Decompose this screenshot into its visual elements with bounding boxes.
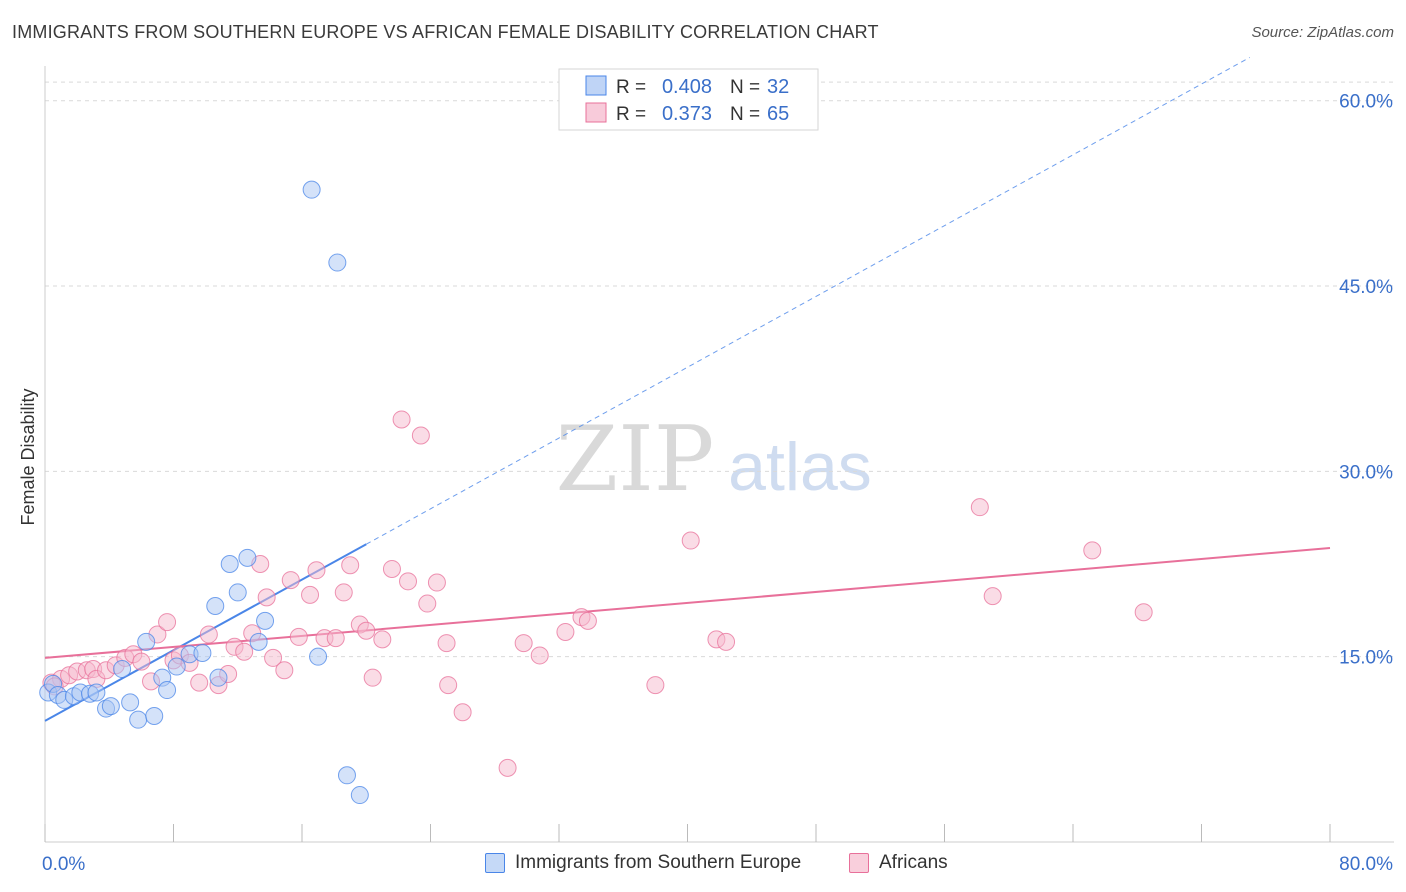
- legend-item-africans[interactable]: Africans: [849, 852, 948, 874]
- axes: 15.0% 30.0% 45.0% 60.0%: [44, 66, 1394, 843]
- point-southern-europe: [256, 611, 275, 630]
- point-africans: [556, 622, 575, 641]
- point-africans: [334, 583, 353, 602]
- legend-swatch-africans: [849, 853, 869, 873]
- legend-r-label-2: R =: [616, 104, 646, 125]
- point-southern-europe: [350, 786, 369, 805]
- point-southern-europe: [220, 555, 239, 574]
- point-southern-europe: [137, 632, 156, 651]
- y-axis-label: Female Disability: [18, 388, 38, 525]
- legend-r-value-2: 0.373: [662, 103, 712, 125]
- point-southern-europe: [121, 693, 140, 712]
- legend-r-value-1: 0.408: [662, 76, 712, 98]
- point-africans: [1083, 541, 1102, 560]
- source-credit: Source: ZipAtlas.com: [1251, 24, 1394, 41]
- point-southern-europe: [158, 681, 177, 700]
- x-tick-label-max: 80.0%: [1339, 854, 1393, 875]
- point-africans: [530, 646, 549, 665]
- point-southern-europe: [309, 647, 328, 666]
- point-africans: [357, 621, 376, 640]
- point-africans: [578, 611, 597, 630]
- point-africans: [392, 410, 411, 429]
- legend-label-africans: Africans: [879, 852, 948, 873]
- point-africans: [970, 498, 989, 517]
- trend-lines: [44, 57, 1331, 722]
- point-africans: [418, 594, 437, 613]
- point-africans: [235, 642, 254, 661]
- point-southern-europe: [167, 657, 186, 676]
- point-africans: [717, 632, 736, 651]
- point-africans: [307, 561, 326, 580]
- x-tick-label-min: 0.0%: [42, 854, 85, 875]
- point-africans: [439, 676, 458, 695]
- point-southern-europe: [87, 683, 106, 702]
- legend-item-southern-europe[interactable]: Immigrants from Southern Europe: [485, 852, 801, 874]
- correlation-legend: R = 0.408 N = 32 R = 0.373 N = 65: [558, 68, 819, 131]
- legend-r-label-1: R =: [616, 77, 646, 98]
- point-africans: [199, 625, 218, 644]
- y-tick-label: 45.0%: [1339, 277, 1393, 298]
- point-southern-europe: [129, 710, 148, 729]
- point-southern-europe: [328, 253, 347, 272]
- point-africans: [983, 587, 1002, 606]
- point-africans: [132, 652, 151, 671]
- trend-line-southern-europe-extension: [366, 57, 1250, 545]
- point-africans: [158, 613, 177, 632]
- point-africans: [437, 634, 456, 653]
- point-africans: [289, 627, 308, 646]
- point-africans: [326, 629, 345, 648]
- point-africans: [264, 648, 283, 667]
- legend-n-label-1: N =: [730, 77, 760, 98]
- legend-swatch-blue: [585, 75, 607, 96]
- point-africans: [1134, 603, 1153, 622]
- point-africans: [498, 758, 517, 777]
- legend-swatch-pink: [585, 102, 607, 123]
- point-africans: [453, 703, 472, 722]
- series-legend: Immigrants from Southern Europe Africans: [0, 850, 1406, 880]
- point-africans: [257, 588, 276, 607]
- watermark-atlas: atlas: [728, 429, 872, 505]
- point-africans: [427, 573, 446, 592]
- point-africans: [341, 556, 360, 575]
- legend-n-value-1: 32: [767, 76, 789, 98]
- point-southern-europe: [249, 632, 268, 651]
- point-southern-europe: [209, 668, 228, 687]
- point-africans: [281, 571, 300, 590]
- y-tick-label: 15.0%: [1339, 648, 1393, 669]
- point-africans: [275, 661, 294, 680]
- point-southern-europe: [302, 180, 321, 199]
- point-africans: [373, 630, 392, 649]
- gridlines: [45, 81, 1394, 658]
- watermark-zip: ZIP: [556, 407, 715, 512]
- legend-swatch-southern-europe: [485, 853, 505, 873]
- point-africans: [363, 668, 382, 687]
- point-southern-europe: [238, 548, 257, 567]
- point-africans: [399, 572, 418, 591]
- point-africans: [301, 585, 320, 604]
- legend-n-label-2: N =: [730, 104, 760, 125]
- point-southern-europe: [101, 697, 120, 716]
- chart-title: IMMIGRANTS FROM SOUTHERN EUROPE VS AFRIC…: [12, 22, 879, 42]
- point-southern-europe: [206, 597, 225, 616]
- legend-n-value-2: 65: [767, 103, 789, 125]
- point-southern-europe: [337, 766, 356, 785]
- point-africans: [411, 426, 430, 445]
- point-africans: [382, 559, 401, 578]
- point-southern-europe: [228, 583, 247, 602]
- data-points: [39, 180, 1153, 805]
- point-southern-europe: [193, 643, 212, 662]
- legend-label-southern-europe: Immigrants from Southern Europe: [515, 852, 802, 873]
- point-southern-europe: [113, 660, 132, 679]
- y-tick-label: 60.0%: [1339, 92, 1393, 113]
- y-tick-label: 30.0%: [1339, 462, 1393, 483]
- point-africans: [190, 673, 209, 692]
- point-africans: [514, 634, 533, 653]
- point-africans: [646, 676, 665, 695]
- point-africans: [681, 531, 700, 550]
- point-southern-europe: [145, 706, 164, 725]
